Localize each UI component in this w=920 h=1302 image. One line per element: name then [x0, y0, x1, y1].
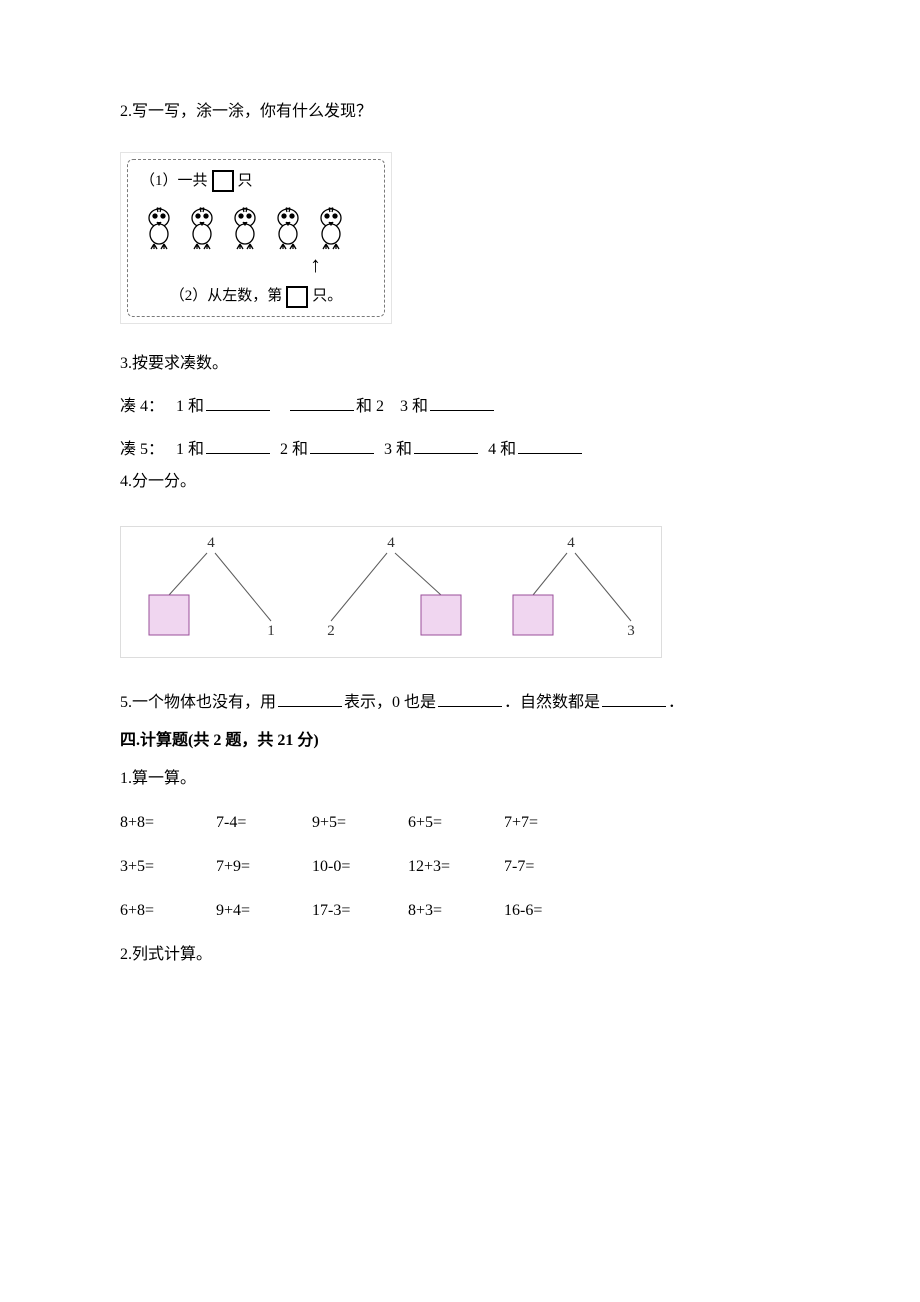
chick-icon — [185, 206, 219, 250]
section4-q1: 1.算一算。 — [120, 767, 800, 791]
calc-cell: 6+5= — [408, 811, 504, 835]
blank-line — [206, 394, 270, 411]
calc-cell: 17-3= — [312, 899, 408, 923]
tree-diagram: 4 1 4 2 4 3 — [120, 526, 662, 658]
calc-cell: 8+3= — [408, 899, 504, 923]
blank-line — [602, 690, 666, 707]
calc-cell: 7+7= — [504, 811, 600, 835]
section4-q2: 2.列式计算。 — [120, 943, 800, 967]
chick-icon — [314, 206, 348, 250]
blank-line — [430, 394, 494, 411]
q3-row2-label: 凑 5： — [120, 441, 164, 458]
section4-title: 四.计算题(共 2 题，共 21 分) — [120, 729, 800, 753]
q2-line2-suffix: 只。 — [312, 285, 342, 308]
calc-cell: 6+8= — [120, 899, 216, 923]
q3-r1-i2-mid: 和 2 — [356, 398, 384, 415]
q5-p1: 表示，0 也是 — [344, 694, 436, 711]
q2-line-2: （2）从左数，第 只。 — [140, 285, 372, 308]
q3-row2: 凑 5： 1 和 2 和 3 和 4 和 — [120, 437, 800, 462]
q5-p3: ． — [668, 694, 684, 711]
q2-line1-suffix: 只 — [238, 170, 253, 193]
calc-row-1: 8+8= 7-4= 9+5= 6+5= 7+7= — [120, 811, 800, 835]
q5-line: 5.一个物体也没有，用 表示，0 也是 ．自然数都是 ． — [120, 690, 800, 715]
svg-text:3: 3 — [627, 623, 635, 639]
arrow-up-icon: ↑ — [310, 254, 372, 276]
q3-r1-i1-prefix: 1 和 — [176, 398, 204, 415]
calc-cell: 3+5= — [120, 855, 216, 879]
chick-icon — [271, 206, 305, 250]
calc-cell: 7-7= — [504, 855, 600, 879]
chick-icon — [142, 206, 176, 250]
q3-r1-i3-prefix: 3 和 — [400, 398, 428, 415]
blank-box-icon — [212, 170, 234, 192]
blank-line — [438, 690, 502, 707]
q2-line-1: （1）一共 只 — [140, 170, 372, 193]
q2-figure: （1）一共 只 ↑ （2）从左数，第 只。 — [120, 152, 392, 324]
calc-cell: 7+9= — [216, 855, 312, 879]
blank-line — [518, 437, 582, 454]
q4-prompt: 4.分一分。 — [120, 470, 800, 494]
chick-icon — [228, 206, 262, 250]
calc-cell: 16-6= — [504, 899, 600, 923]
blank-box-icon — [286, 286, 308, 308]
q3-r2-i2-prefix: 2 和 — [280, 441, 308, 458]
svg-text:4: 4 — [567, 535, 575, 551]
blank-line — [290, 394, 354, 411]
svg-text:4: 4 — [387, 535, 395, 551]
q2-line2-prefix: （2）从左数，第 — [170, 285, 283, 308]
q2-prompt: 2.写一写，涂一涂，你有什么发现？ — [120, 100, 800, 124]
calc-cell: 9+4= — [216, 899, 312, 923]
blank-line — [414, 437, 478, 454]
q2-dashed-box: （1）一共 只 ↑ （2）从左数，第 只。 — [127, 159, 385, 317]
svg-text:1: 1 — [267, 623, 275, 639]
svg-text:4: 4 — [207, 535, 215, 551]
q3-row1: 凑 4： 1 和 和 2 3 和 — [120, 394, 800, 419]
blank-line — [206, 437, 270, 454]
q3-row1-label: 凑 4： — [120, 398, 164, 415]
svg-text:2: 2 — [327, 623, 335, 639]
blank-line — [310, 437, 374, 454]
calc-row-3: 6+8= 9+4= 17-3= 8+3= 16-6= — [120, 899, 800, 923]
calc-cell: 8+8= — [120, 811, 216, 835]
calc-cell: 9+5= — [312, 811, 408, 835]
calc-cell: 7-4= — [216, 811, 312, 835]
calc-row-2: 3+5= 7+9= 10-0= 12+3= 7-7= — [120, 855, 800, 879]
q2-line1-prefix: （1）一共 — [140, 170, 208, 193]
calc-cell: 12+3= — [408, 855, 504, 879]
q4-figure: 4 1 4 2 4 3 — [120, 526, 800, 666]
blank-line — [278, 690, 342, 707]
calc-cell: 10-0= — [312, 855, 408, 879]
q3-r2-i1-prefix: 1 和 — [176, 441, 204, 458]
page: 2.写一写，涂一涂，你有什么发现？ （1）一共 只 ↑ （2）从左数，第 — [0, 0, 920, 1302]
q3-r2-i3-prefix: 3 和 — [384, 441, 412, 458]
q3-r2-i4-prefix: 4 和 — [488, 441, 516, 458]
q3-prompt: 3.按要求凑数。 — [120, 352, 800, 376]
q5-p0: 5.一个物体也没有，用 — [120, 694, 276, 711]
chick-row — [140, 206, 372, 250]
q5-p2: ．自然数都是 — [504, 694, 600, 711]
